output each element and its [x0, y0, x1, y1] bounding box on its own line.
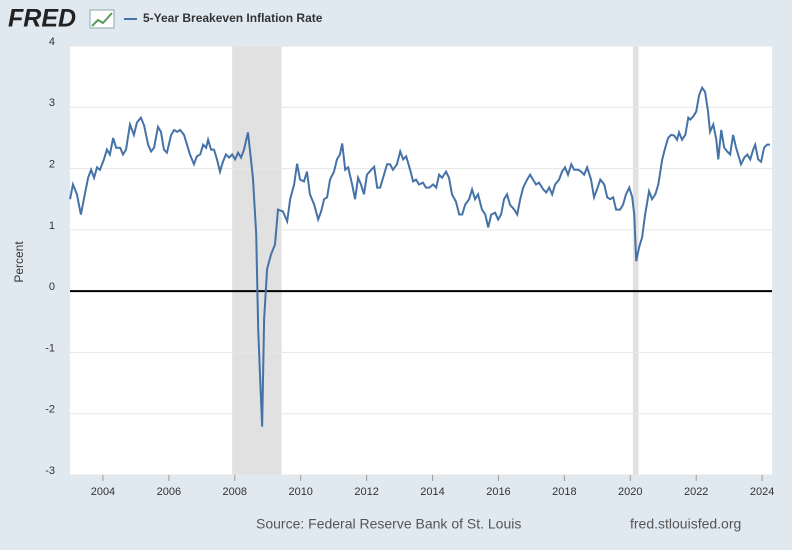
x-tick-label: 2020: [618, 486, 642, 498]
x-tick-label: 2010: [288, 486, 312, 498]
site: fred.stlouisfed.org: [630, 516, 741, 532]
y-tick-label: -2: [45, 404, 55, 416]
y-tick-label: -3: [45, 465, 55, 477]
legend-label: 5-Year Breakeven Inflation Rate: [143, 11, 323, 25]
y-tick-label: 1: [49, 220, 55, 232]
x-tick-label: 2024: [750, 486, 774, 498]
y-tick-label: -1: [45, 342, 55, 354]
x-tick-label: 2004: [91, 486, 115, 498]
x-tick-label: 2008: [223, 486, 247, 498]
x-tick-label: 2012: [354, 486, 378, 498]
x-tick-label: 2006: [157, 486, 181, 498]
source: Source: Federal Reserve Bank of St. Loui…: [256, 516, 521, 532]
series-line: [69, 85, 771, 427]
x-tick-label: 2018: [552, 486, 576, 498]
x-tick-label: 2014: [420, 486, 444, 498]
y-tick-label: 0: [49, 281, 55, 293]
y-axis-label: Percent: [12, 241, 26, 283]
y-tick-label: 3: [49, 97, 55, 109]
y-tick-label: 2: [49, 158, 55, 170]
x-tick-label: 2022: [684, 486, 708, 498]
logo-icon: [89, 9, 115, 29]
x-tick-label: 2016: [486, 486, 510, 498]
plot-area: [70, 46, 772, 475]
logo: FRED: [8, 5, 76, 33]
y-tick-label: 4: [49, 36, 55, 48]
